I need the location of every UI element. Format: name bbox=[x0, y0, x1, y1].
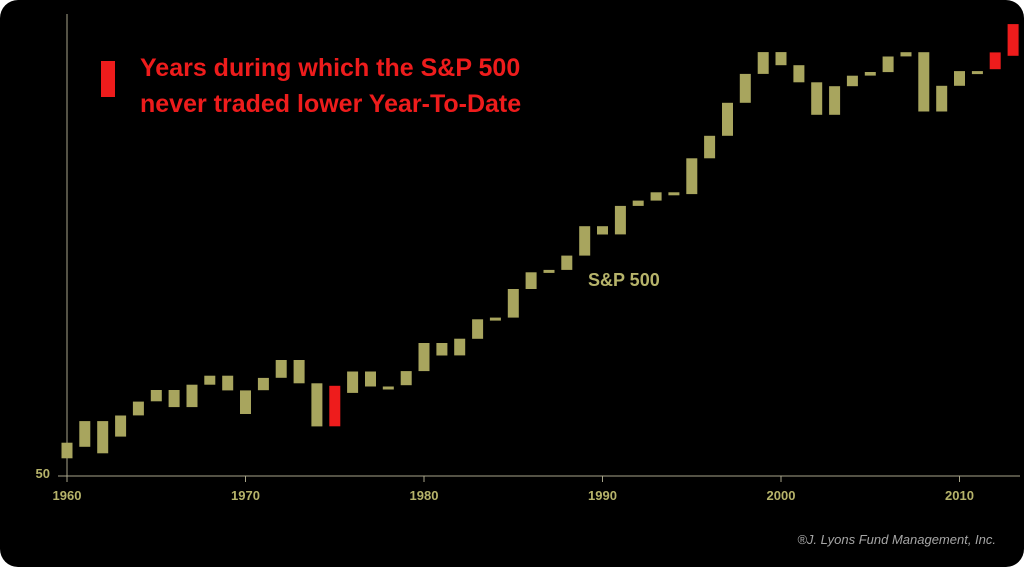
bar-1979 bbox=[400, 371, 412, 386]
bar-1991 bbox=[614, 205, 626, 235]
bar-1987 bbox=[543, 269, 555, 273]
bar-1989 bbox=[579, 226, 591, 256]
bar-1993 bbox=[650, 192, 662, 201]
x-tick-label-1960: 1960 bbox=[53, 488, 82, 503]
bar-1970 bbox=[240, 390, 251, 414]
bar-1980 bbox=[418, 343, 430, 372]
legend-text: Years during which the S&P 500 never tra… bbox=[140, 50, 580, 122]
bar-2010 bbox=[954, 71, 965, 86]
bar-1972 bbox=[275, 360, 287, 378]
bar-2012 bbox=[989, 52, 1001, 70]
copyright: ®J. Lyons Fund Management, Inc. bbox=[797, 532, 996, 547]
bar-2013 bbox=[1007, 24, 1019, 56]
bar-2000 bbox=[775, 52, 787, 66]
bar-1983 bbox=[472, 319, 484, 339]
bar-1990 bbox=[597, 226, 608, 235]
bar-1963 bbox=[115, 415, 127, 437]
bar-1998 bbox=[739, 73, 751, 103]
series-label: S&P 500 bbox=[588, 270, 660, 290]
bar-2009 bbox=[936, 85, 948, 112]
bar-1962 bbox=[97, 421, 109, 454]
bar-2008 bbox=[918, 52, 930, 112]
legend-line-2: never traded lower Year-To-Date bbox=[140, 90, 522, 118]
bar-1966 bbox=[168, 390, 180, 408]
x-tick-label-2000: 2000 bbox=[767, 488, 796, 503]
bar-2003 bbox=[829, 86, 841, 115]
bar-2006 bbox=[882, 56, 894, 73]
bar-1975 bbox=[329, 385, 341, 427]
y-tick-label-50: 50 bbox=[36, 466, 50, 481]
bar-1995 bbox=[686, 158, 698, 195]
bar-1973 bbox=[293, 360, 305, 384]
bar-1981 bbox=[436, 343, 448, 356]
bar-1984 bbox=[489, 317, 501, 321]
bar-2011 bbox=[971, 71, 983, 75]
bar-1967 bbox=[186, 384, 198, 408]
bar-1960 bbox=[61, 442, 73, 459]
bar-2002 bbox=[811, 82, 823, 115]
x-tick-label-2010: 2010 bbox=[945, 488, 974, 503]
bar-2001 bbox=[793, 65, 805, 83]
bar-1992 bbox=[632, 200, 644, 206]
bar-1996 bbox=[704, 135, 716, 159]
bar-1976 bbox=[347, 371, 359, 393]
bar-1999 bbox=[757, 52, 769, 74]
x-tick-label-1980: 1980 bbox=[410, 488, 439, 503]
bar-1974 bbox=[311, 383, 323, 427]
x-tick-label-1990: 1990 bbox=[588, 488, 617, 503]
bar-1965 bbox=[150, 390, 162, 402]
bar-1968 bbox=[204, 375, 216, 385]
bar-1994 bbox=[668, 192, 680, 196]
bar-1961 bbox=[79, 421, 91, 447]
bar-2007 bbox=[900, 52, 912, 57]
bar-1982 bbox=[454, 338, 466, 356]
legend-swatch bbox=[101, 61, 115, 97]
bar-1977 bbox=[365, 371, 376, 387]
bar-1969 bbox=[222, 375, 234, 391]
bar-2004 bbox=[846, 75, 858, 87]
bar-1985 bbox=[507, 289, 519, 318]
bar-2005 bbox=[864, 72, 876, 76]
bar-1964 bbox=[132, 401, 144, 416]
legend-line-1: Years during which the S&P 500 bbox=[140, 54, 521, 82]
x-tick-label-1970: 1970 bbox=[231, 488, 260, 503]
bar-1988 bbox=[561, 255, 573, 270]
bar-1997 bbox=[722, 102, 733, 136]
bar-1986 bbox=[525, 272, 537, 289]
bar-1978 bbox=[382, 386, 394, 390]
bar-1971 bbox=[257, 377, 269, 391]
